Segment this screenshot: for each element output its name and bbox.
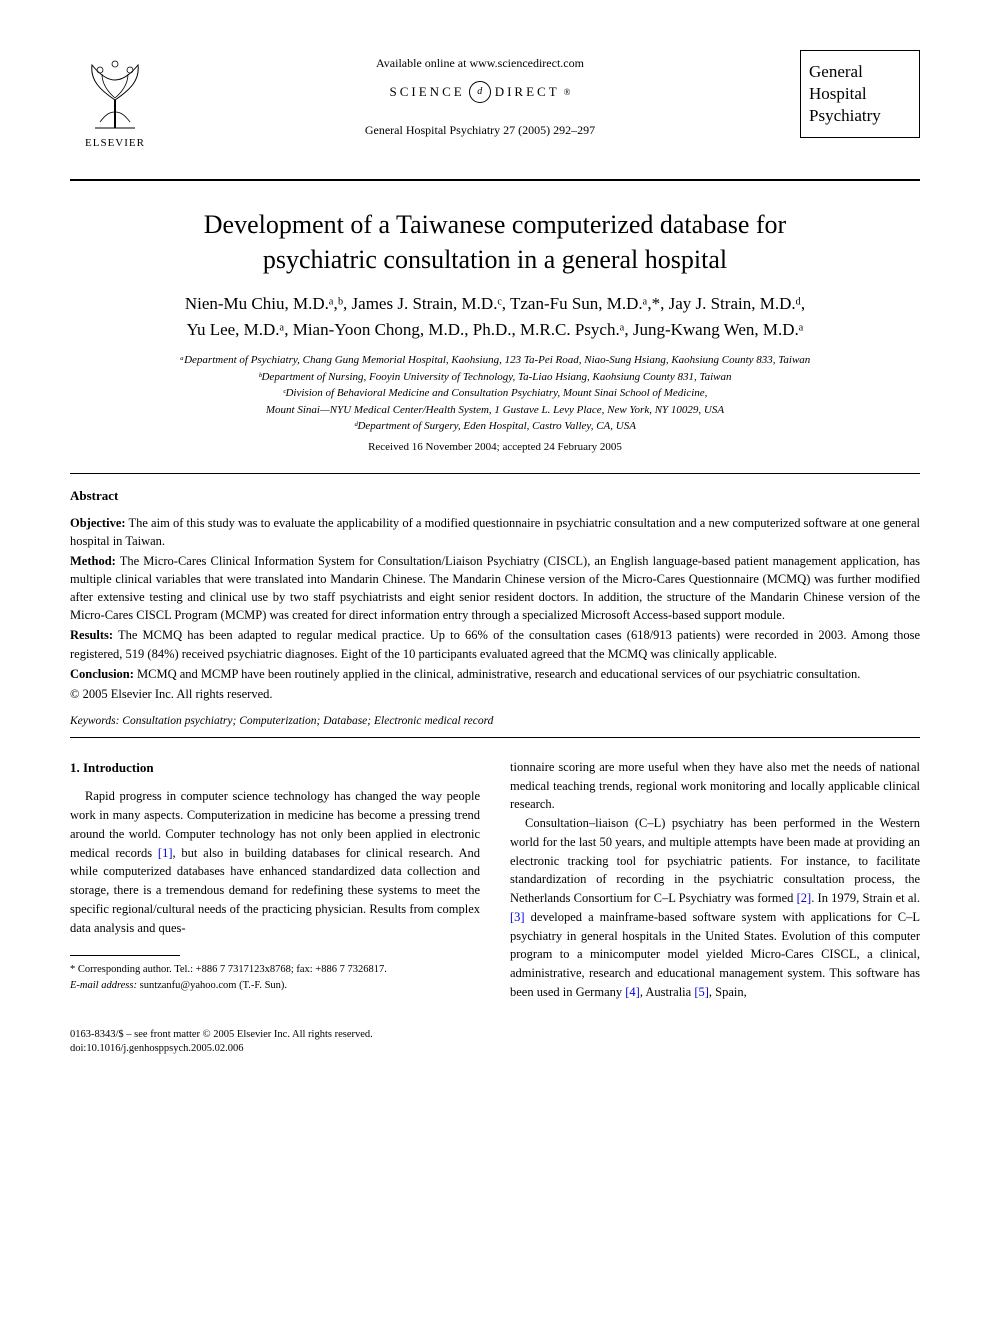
intro-paragraph-2: Consultation–liaison (C–L) psychiatry ha…: [510, 814, 920, 1002]
abstract-method: Method: The Micro-Cares Clinical Informa…: [70, 552, 920, 625]
keywords-label: Keywords:: [70, 715, 119, 727]
keywords-text: Consultation psychiatry; Computerization…: [119, 715, 493, 727]
reference-link-5[interactable]: [5]: [694, 985, 709, 999]
email-value: suntzanfu@yahoo.com (T.-F. Sun).: [137, 980, 287, 991]
journal-line1: General: [809, 61, 911, 83]
intro-heading: 1. Introduction: [70, 758, 480, 778]
header-center: Available online at www.sciencedirect.co…: [160, 50, 800, 138]
authors: Nien-Mu Chiu, M.D.ᵃ,ᵇ, James J. Strain, …: [70, 291, 920, 342]
journal-citation: General Hospital Psychiatry 27 (2005) 29…: [160, 123, 800, 138]
body-columns: 1. Introduction Rapid progress in comput…: [70, 758, 920, 1002]
email-note: E-mail address: suntzanfu@yahoo.com (T.-…: [70, 978, 480, 994]
authors-line1: Nien-Mu Chiu, M.D.ᵃ,ᵇ, James J. Strain, …: [185, 294, 805, 313]
footnote-rule: [70, 955, 180, 956]
conclusion-label: Conclusion:: [70, 667, 134, 681]
intro-paragraph-1: Rapid progress in computer science techn…: [70, 787, 480, 937]
reference-link-3[interactable]: [3]: [510, 910, 525, 924]
reference-link-2[interactable]: [2]: [797, 891, 812, 905]
affil-c: ᶜDivision of Behavioral Medicine and Con…: [70, 385, 920, 402]
abstract-body: Objective: The aim of this study was to …: [70, 514, 920, 703]
journal-title-box: General Hospital Psychiatry: [800, 50, 920, 138]
publisher-label: ELSEVIER: [70, 137, 160, 149]
intro-p2d: , Australia: [640, 985, 695, 999]
journal-line3: Psychiatry: [809, 105, 911, 127]
left-column: 1. Introduction Rapid progress in comput…: [70, 758, 480, 1002]
footer-line1: 0163-8343/$ – see front matter © 2005 El…: [70, 1028, 920, 1043]
affil-d: ᵈDepartment of Surgery, Eden Hospital, C…: [70, 418, 920, 435]
publisher-logo-block: ELSEVIER: [70, 50, 160, 149]
sciencedirect-logo: SCIENCE d DIRECT ®: [390, 81, 571, 103]
intro-p2b: . In 1979, Strain et al.: [811, 891, 920, 905]
received-dates: Received 16 November 2004; accepted 24 F…: [70, 441, 920, 453]
abstract-conclusion: Conclusion: MCMQ and MCMP have been rout…: [70, 665, 920, 683]
intro-p2e: , Spain,: [709, 985, 747, 999]
intro-continuation: tionnaire scoring are more useful when t…: [510, 758, 920, 814]
article-title: Development of a Taiwanese computerized …: [70, 207, 920, 277]
title-line2: psychiatric consultation in a general ho…: [263, 245, 727, 274]
available-online-text: Available online at www.sciencedirect.co…: [160, 56, 800, 71]
right-column: tionnaire scoring are more useful when t…: [510, 758, 920, 1002]
journal-line2: Hospital: [809, 83, 911, 105]
title-line1: Development of a Taiwanese computerized …: [204, 210, 786, 239]
method-text: The Micro-Cares Clinical Information Sys…: [70, 554, 920, 622]
abstract-copyright: © 2005 Elsevier Inc. All rights reserved…: [70, 685, 920, 703]
reference-link-1[interactable]: [1]: [158, 846, 173, 860]
footer-line2: doi:10.1016/j.genhosppsych.2005.02.006: [70, 1042, 920, 1057]
sciencedirect-reg-icon: ®: [564, 87, 571, 97]
objective-label: Objective:: [70, 516, 126, 530]
sd-left: SCIENCE: [390, 84, 465, 100]
pre-abstract-rule: [70, 473, 920, 474]
page-footer: 0163-8343/$ – see front matter © 2005 El…: [70, 1028, 920, 1057]
results-label: Results:: [70, 628, 113, 642]
affiliations: ᵃDepartment of Psychiatry, Chang Gung Me…: [70, 352, 920, 435]
reference-link-4[interactable]: [4]: [625, 985, 640, 999]
email-label: E-mail address:: [70, 980, 137, 991]
abstract-heading: Abstract: [70, 488, 920, 504]
results-text: The MCMQ has been adapted to regular med…: [70, 628, 920, 660]
corresponding-note: * Corresponding author. Tel.: +886 7 731…: [70, 962, 480, 978]
footnotes: * Corresponding author. Tel.: +886 7 731…: [70, 962, 480, 994]
abstract-results: Results: The MCMQ has been adapted to re…: [70, 626, 920, 662]
page-header: ELSEVIER Available online at www.science…: [70, 50, 920, 149]
method-label: Method:: [70, 554, 116, 568]
affil-a: ᵃDepartment of Psychiatry, Chang Gung Me…: [70, 352, 920, 369]
post-abstract-rule: [70, 737, 920, 738]
authors-line2: Yu Lee, M.D.ᵃ, Mian-Yoon Chong, M.D., Ph…: [187, 320, 804, 339]
conclusion-text: MCMQ and MCMP have been routinely applie…: [134, 667, 860, 681]
elsevier-tree-icon: [80, 50, 150, 130]
sciencedirect-d-icon: d: [469, 81, 491, 103]
objective-text: The aim of this study was to evaluate th…: [70, 516, 920, 548]
abstract-objective: Objective: The aim of this study was to …: [70, 514, 920, 550]
keywords: Keywords: Consultation psychiatry; Compu…: [70, 715, 920, 727]
sd-right: DIRECT: [495, 84, 560, 100]
affil-c2: Mount Sinai—NYU Medical Center/Health Sy…: [70, 402, 920, 419]
affil-b: ᵇDepartment of Nursing, Fooyin Universit…: [70, 369, 920, 386]
header-rule: [70, 179, 920, 181]
